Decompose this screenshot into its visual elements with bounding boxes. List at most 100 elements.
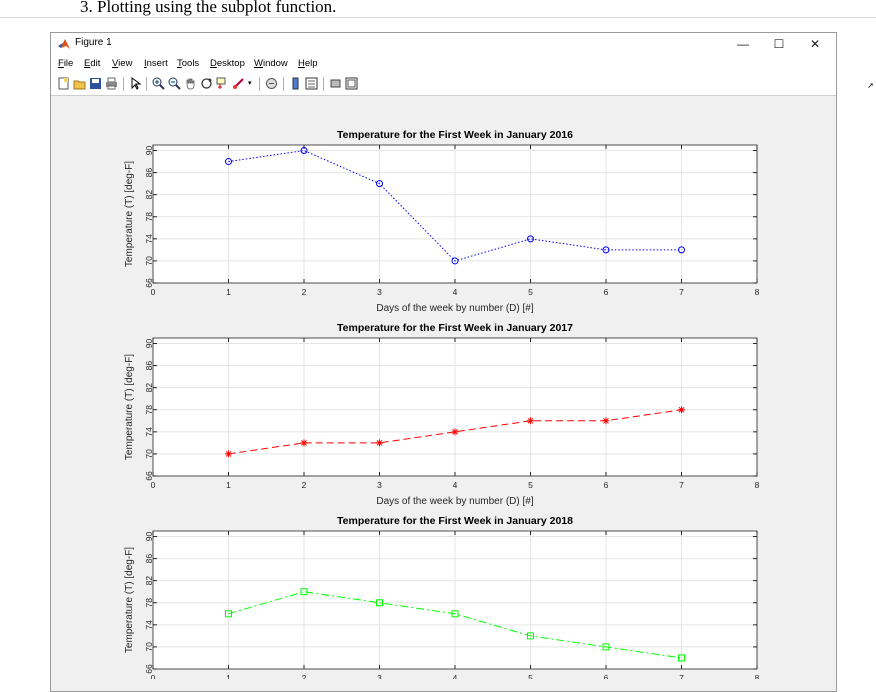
data-point [602,417,610,425]
y-tick-label: 66 [144,278,154,288]
colorbar-icon[interactable] [289,77,302,90]
data-point [451,610,459,618]
menu-view[interactable]: View [112,58,133,69]
x-axis-label: Days of the week by number (D) [#] [376,303,534,314]
y-tick-label: 82 [144,576,154,586]
zoom-out-icon[interactable] [168,77,181,90]
rotate-icon[interactable] [200,77,213,90]
page-heading: 3. Plotting using the subplot function. [80,0,337,16]
menu-desktop[interactable]: Desktop [210,58,245,69]
x-tick-label: 2 [302,480,307,490]
data-point [678,654,685,662]
menu-file[interactable]: File [58,58,74,69]
y-tick-label: 74 [144,620,154,630]
maximize-button[interactable]: ☐ [773,37,785,51]
toolbar-divider [283,77,284,91]
x-tick-label: 7 [679,673,684,679]
axes-box [152,144,758,284]
y-axis-label: Temperature (T) [deg-F] [124,547,135,653]
x-tick-label: 3 [377,673,382,679]
x-tick-label: 2 [302,287,307,297]
data-point [527,632,534,640]
menu-insert[interactable]: Insert [144,58,168,69]
x-tick-label: 6 [604,287,609,297]
menu-help[interactable]: Help [298,58,318,69]
menu-window[interactable]: Window [254,58,288,69]
data-point [602,643,610,651]
x-tick-label: 4 [453,673,458,679]
y-tick-label: 90 [144,146,154,156]
x-tick-label: 7 [679,287,684,297]
y-tick-label: 82 [144,190,154,200]
hide-plot-tools-icon[interactable] [329,77,342,90]
plot-title: Temperature for the First Week in Januar… [337,515,573,527]
new-figure-icon[interactable] [57,77,70,90]
x-tick-label: 4 [453,480,458,490]
open-file-icon[interactable] [73,77,86,90]
pan-icon[interactable] [184,77,197,90]
data-point [451,428,459,436]
series-line [228,591,682,659]
y-tick-label: 86 [144,554,154,564]
plot-title: Temperature for the First Week in Januar… [337,322,573,334]
x-tick-label: 8 [755,287,760,297]
data-point [527,417,534,425]
data-point [451,257,459,265]
y-tick-label: 90 [144,339,154,349]
brush-icon[interactable] [232,77,245,90]
save-icon[interactable] [89,77,102,90]
zoom-in-icon[interactable] [152,77,165,90]
menu-edit[interactable]: Edit [84,58,101,69]
axes-box [152,337,758,477]
y-tick-label: 70 [144,642,154,652]
chevron-down-icon[interactable]: ▾ [248,80,252,87]
x-tick-label: 0 [151,673,156,679]
minimize-button[interactable]: — [737,37,749,51]
y-tick-label: 70 [144,256,154,266]
y-tick-label: 86 [144,361,154,371]
y-axis-label: Temperature (T) [deg-F] [124,354,135,460]
menu-tools[interactable]: Tools [177,58,200,69]
y-tick-label: 70 [144,449,154,459]
x-tick-label: 8 [755,480,760,490]
pointer-icon[interactable] [129,77,142,90]
y-tick-label: 66 [144,471,154,481]
close-button[interactable]: ✕ [809,37,821,51]
window-title: Figure 1 [75,37,112,48]
data-point [376,439,383,447]
x-tick-label: 1 [226,673,231,679]
legend-icon[interactable] [305,77,318,90]
x-tick-label: 6 [604,673,609,679]
figure-toolbar: ▾ [51,73,836,96]
x-tick-label: 4 [453,287,458,297]
y-tick-label: 78 [144,405,154,415]
data-cursor-icon[interactable] [216,77,229,90]
data-point [300,588,308,596]
link-icon[interactable] [265,77,278,90]
heading-divider [0,17,876,18]
x-tick-label: 7 [679,480,684,490]
x-axis-label: Days of the week by number (D) [#] [376,496,534,507]
plot-title: Temperature for the First Week in Januar… [337,129,573,141]
y-tick-label: 78 [144,212,154,222]
toolbar-divider [259,77,260,91]
x-tick-label: 3 [377,480,382,490]
x-tick-label: 5 [528,480,533,490]
data-point [678,406,685,414]
data-point [225,610,232,618]
dock-arrow-icon[interactable]: ➚ [867,81,874,90]
print-icon[interactable] [105,77,118,90]
y-tick-label: 90 [144,532,154,542]
y-tick-label: 74 [144,427,154,437]
axes-box [152,530,758,670]
y-tick-label: 66 [144,664,154,674]
toolbar-divider [323,77,324,91]
y-tick-label: 78 [144,598,154,608]
data-point [602,246,610,254]
x-tick-label: 0 [151,480,156,490]
show-plot-tools-icon[interactable] [345,77,358,90]
